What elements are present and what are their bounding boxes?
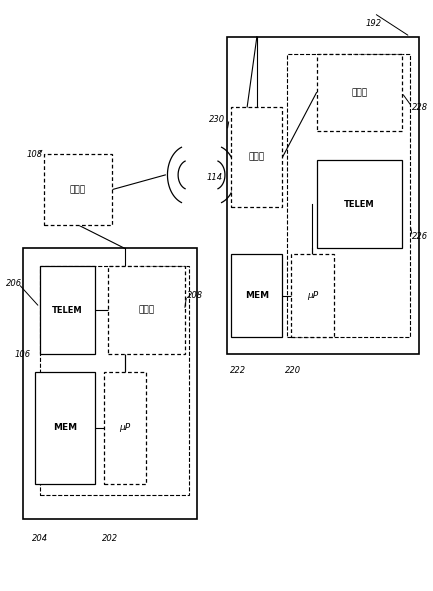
Bar [231,108,282,207]
Bar [108,266,184,355]
Text: 106: 106 [14,350,30,359]
Text: コイル: コイル [70,185,86,194]
Bar [317,54,402,131]
Text: 230: 230 [209,115,225,124]
Bar [40,266,189,495]
Bar [317,160,402,248]
Text: TELEM: TELEM [52,306,83,314]
Text: 226: 226 [412,232,428,241]
Bar [44,154,112,225]
Text: 220: 220 [285,366,301,375]
Text: コイル: コイル [249,152,265,162]
Text: 再充電: 再充電 [351,88,367,97]
Text: 再充電: 再充電 [138,306,154,314]
Text: μP: μP [307,291,318,300]
Text: TELEM: TELEM [344,200,375,209]
Text: 192: 192 [366,19,382,28]
Bar [291,254,333,337]
Bar [287,54,410,337]
Bar [36,372,95,483]
Text: μP: μP [120,423,130,433]
Text: MEM: MEM [53,423,78,433]
Bar [231,254,282,337]
Bar [227,37,419,355]
Text: 114: 114 [206,173,223,183]
Text: 222: 222 [229,366,246,375]
Text: 202: 202 [102,534,118,543]
Bar [103,372,146,483]
Text: 206: 206 [6,279,22,288]
Bar [23,248,197,519]
Bar [40,266,95,355]
Text: 204: 204 [32,534,48,543]
Text: 108: 108 [27,150,43,159]
Text: MEM: MEM [245,291,269,300]
Text: 228: 228 [412,103,428,112]
Text: 208: 208 [187,291,203,300]
